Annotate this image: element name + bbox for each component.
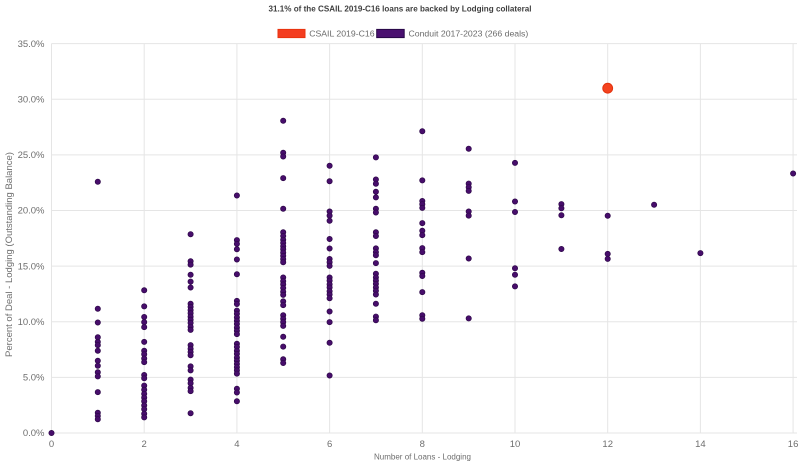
- svg-text:16: 16: [788, 439, 799, 450]
- svg-text:4: 4: [234, 439, 239, 450]
- svg-text:0: 0: [49, 439, 54, 450]
- svg-text:0.0%: 0.0%: [23, 428, 45, 439]
- svg-text:20.0%: 20.0%: [18, 206, 45, 217]
- svg-text:6: 6: [327, 439, 332, 450]
- svg-text:Percent of Deal - Lodging (Out: Percent of Deal - Lodging (Outstanding B…: [4, 152, 15, 357]
- svg-text:2: 2: [142, 439, 147, 450]
- svg-text:31.1% of the CSAIL 2019-C16 lo: 31.1% of the CSAIL 2019-C16 loans are ba…: [269, 4, 532, 13]
- svg-text:30.0%: 30.0%: [18, 94, 45, 105]
- svg-text:Conduit 2017-2023 (266 deals): Conduit 2017-2023 (266 deals): [409, 28, 529, 38]
- svg-text:15.0%: 15.0%: [18, 261, 45, 272]
- svg-text:8: 8: [420, 439, 425, 450]
- svg-text:12: 12: [602, 439, 613, 450]
- svg-text:5.0%: 5.0%: [23, 373, 45, 384]
- svg-text:25.0%: 25.0%: [18, 150, 45, 161]
- svg-text:CSAIL 2019-C16: CSAIL 2019-C16: [309, 28, 375, 38]
- svg-text:35.0%: 35.0%: [18, 39, 45, 50]
- svg-text:10.0%: 10.0%: [18, 317, 45, 328]
- svg-text:10: 10: [510, 439, 521, 450]
- svg-text:14: 14: [695, 439, 706, 450]
- svg-text:Number of Loans - Lodging: Number of Loans - Lodging: [374, 453, 471, 462]
